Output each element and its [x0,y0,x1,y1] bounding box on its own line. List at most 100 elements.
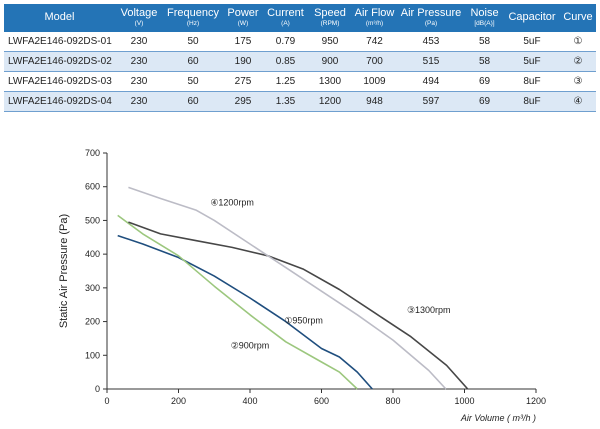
table-header-row: Model Voltage (V) Frequency (Hz) Power (W) Curr… [4,4,596,32]
column-header-name: Power [227,7,259,20]
column-header: Speed (RPM) [308,4,352,32]
y-tick-label: 400 [85,249,100,259]
column-header: Power (W) [223,4,263,32]
column-header: Voltage (V) [115,4,163,32]
table-cell: 900 [308,51,352,72]
y-tick-label: 300 [85,283,100,293]
series-line [117,214,358,390]
table-cell: 8uF [504,71,560,92]
column-header-unit: (A) [281,19,290,27]
table-cell: 597 [397,91,465,112]
table-cell: 494 [397,71,465,92]
model-cell: LWFA2E146-092DS-04 [4,91,115,112]
table-cell: 1300 [308,71,352,92]
table-cell: 58 [465,32,504,52]
table-cell: 230 [115,71,163,92]
series-line [128,186,447,390]
table-cell: ③ [560,71,596,92]
model-cell: LWFA2E146-092DS-03 [4,71,115,92]
column-header-unit: (W) [237,19,249,27]
table-cell: 60 [163,51,223,72]
column-header-name: Current [267,7,304,20]
series-label: ③1300rpm [407,305,451,315]
table-cell: 175 [223,32,263,52]
table-cell: ④ [560,91,596,112]
table-cell: 295 [223,91,263,112]
column-header-name: Air Flow [354,7,395,20]
spec-table: Model Voltage (V) Frequency (Hz) Power (W) Curr… [4,4,596,112]
x-tick-label: 0 [104,396,109,406]
table-cell: ② [560,51,596,72]
table-cell: 700 [352,51,397,72]
column-header: Noise [dB(A)] [465,4,504,32]
table-cell: 5uF [504,51,560,72]
column-header-name: Curve [563,11,593,24]
column-header-name: Speed [314,7,346,20]
table-cell: 948 [352,91,397,112]
model-cell: LWFA2E146-092DS-02 [4,51,115,72]
x-tick-label: 1000 [454,396,474,406]
column-header-name: Frequency [167,7,219,20]
table-cell: 275 [223,71,263,92]
column-header-unit: (RPM) [320,19,340,27]
x-tick-label: 600 [314,396,329,406]
table-row: LWFA2E146-092DS-03 230 50 275 1.25 1300 1009 49… [4,71,596,92]
table-row: LWFA2E146-092DS-01 230 50 175 0.79 950 742 453 5… [4,32,596,52]
column-header-name: Air Pressure [400,7,462,20]
table-cell: 515 [397,51,465,72]
table-row: LWFA2E146-092DS-02 230 60 190 0.85 900 700 515 5… [4,51,596,72]
table-body: LWFA2E146-092DS-01 230 50 175 0.79 950 742 453 5… [4,32,596,112]
y-tick-label: 700 [85,148,100,158]
column-header: Current (A) [263,4,308,32]
column-header-unit: (Hz) [186,19,200,27]
model-cell: LWFA2E146-092DS-01 [4,32,115,52]
column-header-name: Model [44,11,75,24]
table-cell: 742 [352,32,397,52]
column-header-name: Noise [470,7,499,20]
table-cell: 58 [465,51,504,72]
y-tick-label: 0 [95,384,100,394]
column-header-name: Voltage [120,7,158,20]
table-cell: 0.79 [263,32,308,52]
x-tick-label: 200 [171,396,186,406]
column-header: Curve [560,4,596,32]
column-header-unit: [dB(A)] [474,19,495,27]
table-cell: 8uF [504,91,560,112]
table-cell: 230 [115,91,163,112]
y-tick-label: 200 [85,317,100,327]
table-cell: 69 [465,91,504,112]
table-cell: 5uF [504,32,560,52]
series-line [128,221,469,390]
table-cell: 453 [397,32,465,52]
column-header: Model [4,4,115,32]
table-cell: 230 [115,51,163,72]
table-cell: 190 [223,51,263,72]
column-header-name: Capacitor [508,11,556,24]
table-cell: 1009 [352,71,397,92]
table-cell: 1.25 [263,71,308,92]
y-tick-label: 500 [85,215,100,225]
table-cell: 950 [308,32,352,52]
table-cell: 230 [115,32,163,52]
x-tick-label: 1200 [526,396,546,406]
series-label: ②900rpm [231,341,270,351]
table-cell: 1200 [308,91,352,112]
table-cell: 50 [163,32,223,52]
x-tick-label: 800 [385,396,400,406]
column-header-unit: (Pa) [424,19,438,27]
table-cell: 60 [163,91,223,112]
series-label: ④1200rpm [210,197,254,207]
y-tick-label: 600 [85,182,100,192]
column-header-unit: (m³/h) [365,19,384,27]
y-axis-label: Static Air Pressure (Pa) [58,214,70,328]
y-tick-label: 100 [85,350,100,360]
column-header: Air Pressure (Pa) [397,4,465,32]
table-cell: 1.35 [263,91,308,112]
x-axis-label: Air Volume ( m³/h ) [460,413,536,423]
column-header-unit: (V) [134,19,144,27]
table-cell: 50 [163,71,223,92]
column-header: Frequency (Hz) [163,4,223,32]
table-row: LWFA2E146-092DS-04 230 60 295 1.35 1200 948 597… [4,91,596,112]
series-label: ①950rpm [284,315,323,325]
